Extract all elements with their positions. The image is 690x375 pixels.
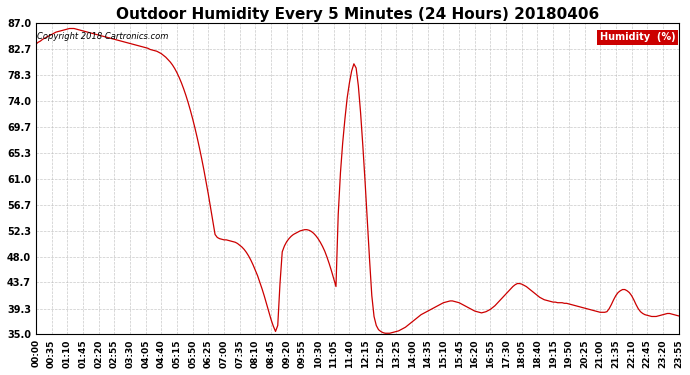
Text: Copyright 2018 Cartronics.com: Copyright 2018 Cartronics.com — [37, 33, 168, 42]
Title: Outdoor Humidity Every 5 Minutes (24 Hours) 20180406: Outdoor Humidity Every 5 Minutes (24 Hou… — [116, 7, 599, 22]
Text: Humidity  (%): Humidity (%) — [600, 33, 676, 42]
